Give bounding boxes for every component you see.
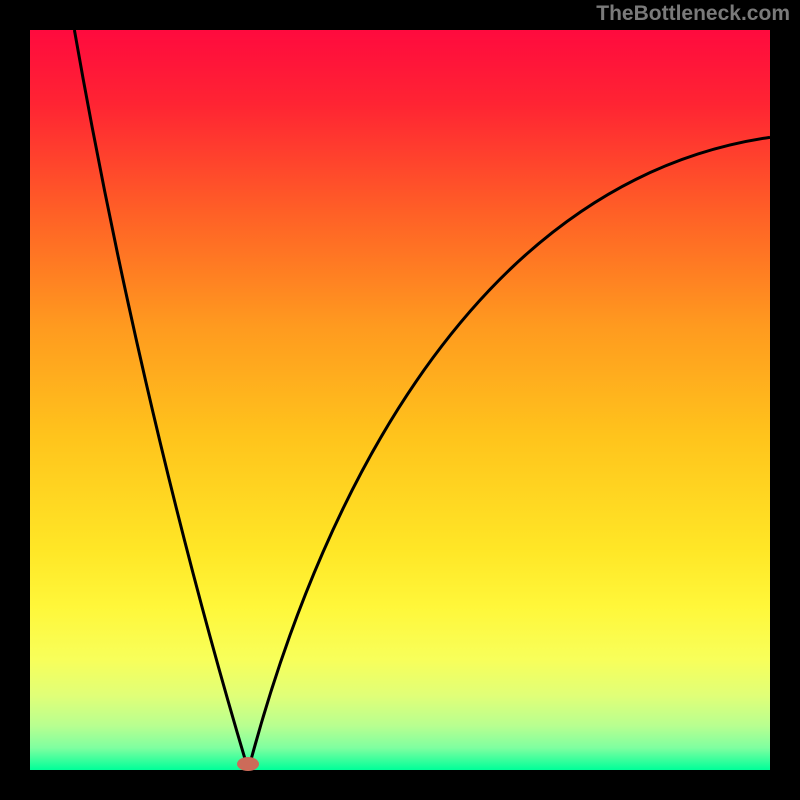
chart-container: TheBottleneck.com <box>0 0 800 800</box>
plot-area <box>30 30 770 770</box>
minimum-marker <box>237 757 259 771</box>
watermark-text: TheBottleneck.com <box>596 2 790 26</box>
gradient-background <box>30 30 770 770</box>
plot-svg <box>30 30 770 770</box>
